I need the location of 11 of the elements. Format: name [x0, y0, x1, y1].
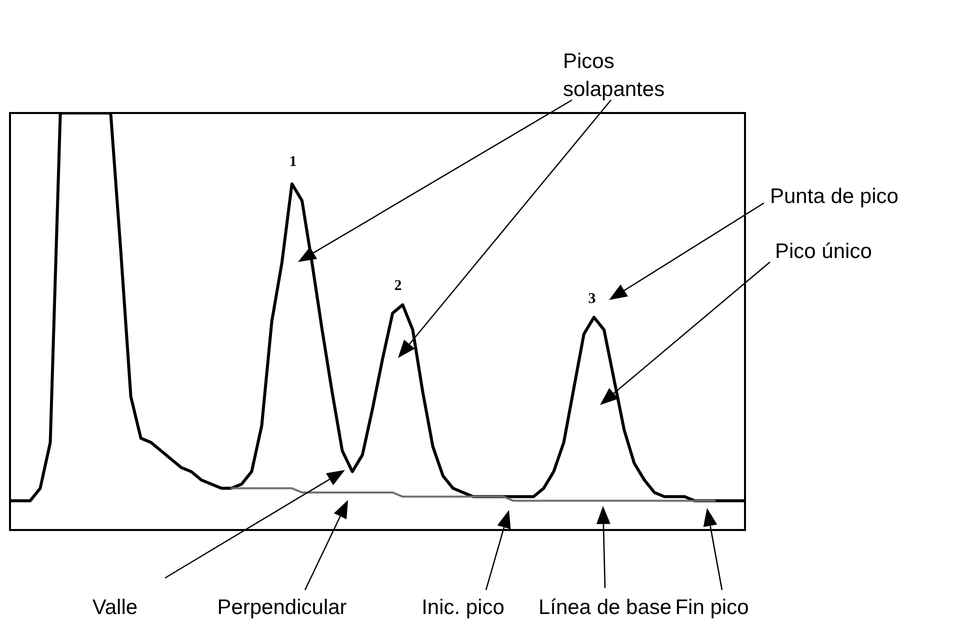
text: Perpendicular: [217, 596, 347, 619]
text: Punta de pico: [770, 185, 898, 208]
text: Pico único: [775, 240, 872, 263]
annotation: 3: [588, 291, 596, 307]
text: Picos solapantes: [563, 50, 665, 101]
text: Valle: [92, 596, 138, 619]
text: Fin pico: [675, 596, 749, 619]
annotation: 2: [394, 278, 402, 294]
annotation: 1: [289, 154, 297, 170]
text: Inic. pico: [422, 596, 504, 619]
text: Línea de base: [538, 596, 672, 619]
